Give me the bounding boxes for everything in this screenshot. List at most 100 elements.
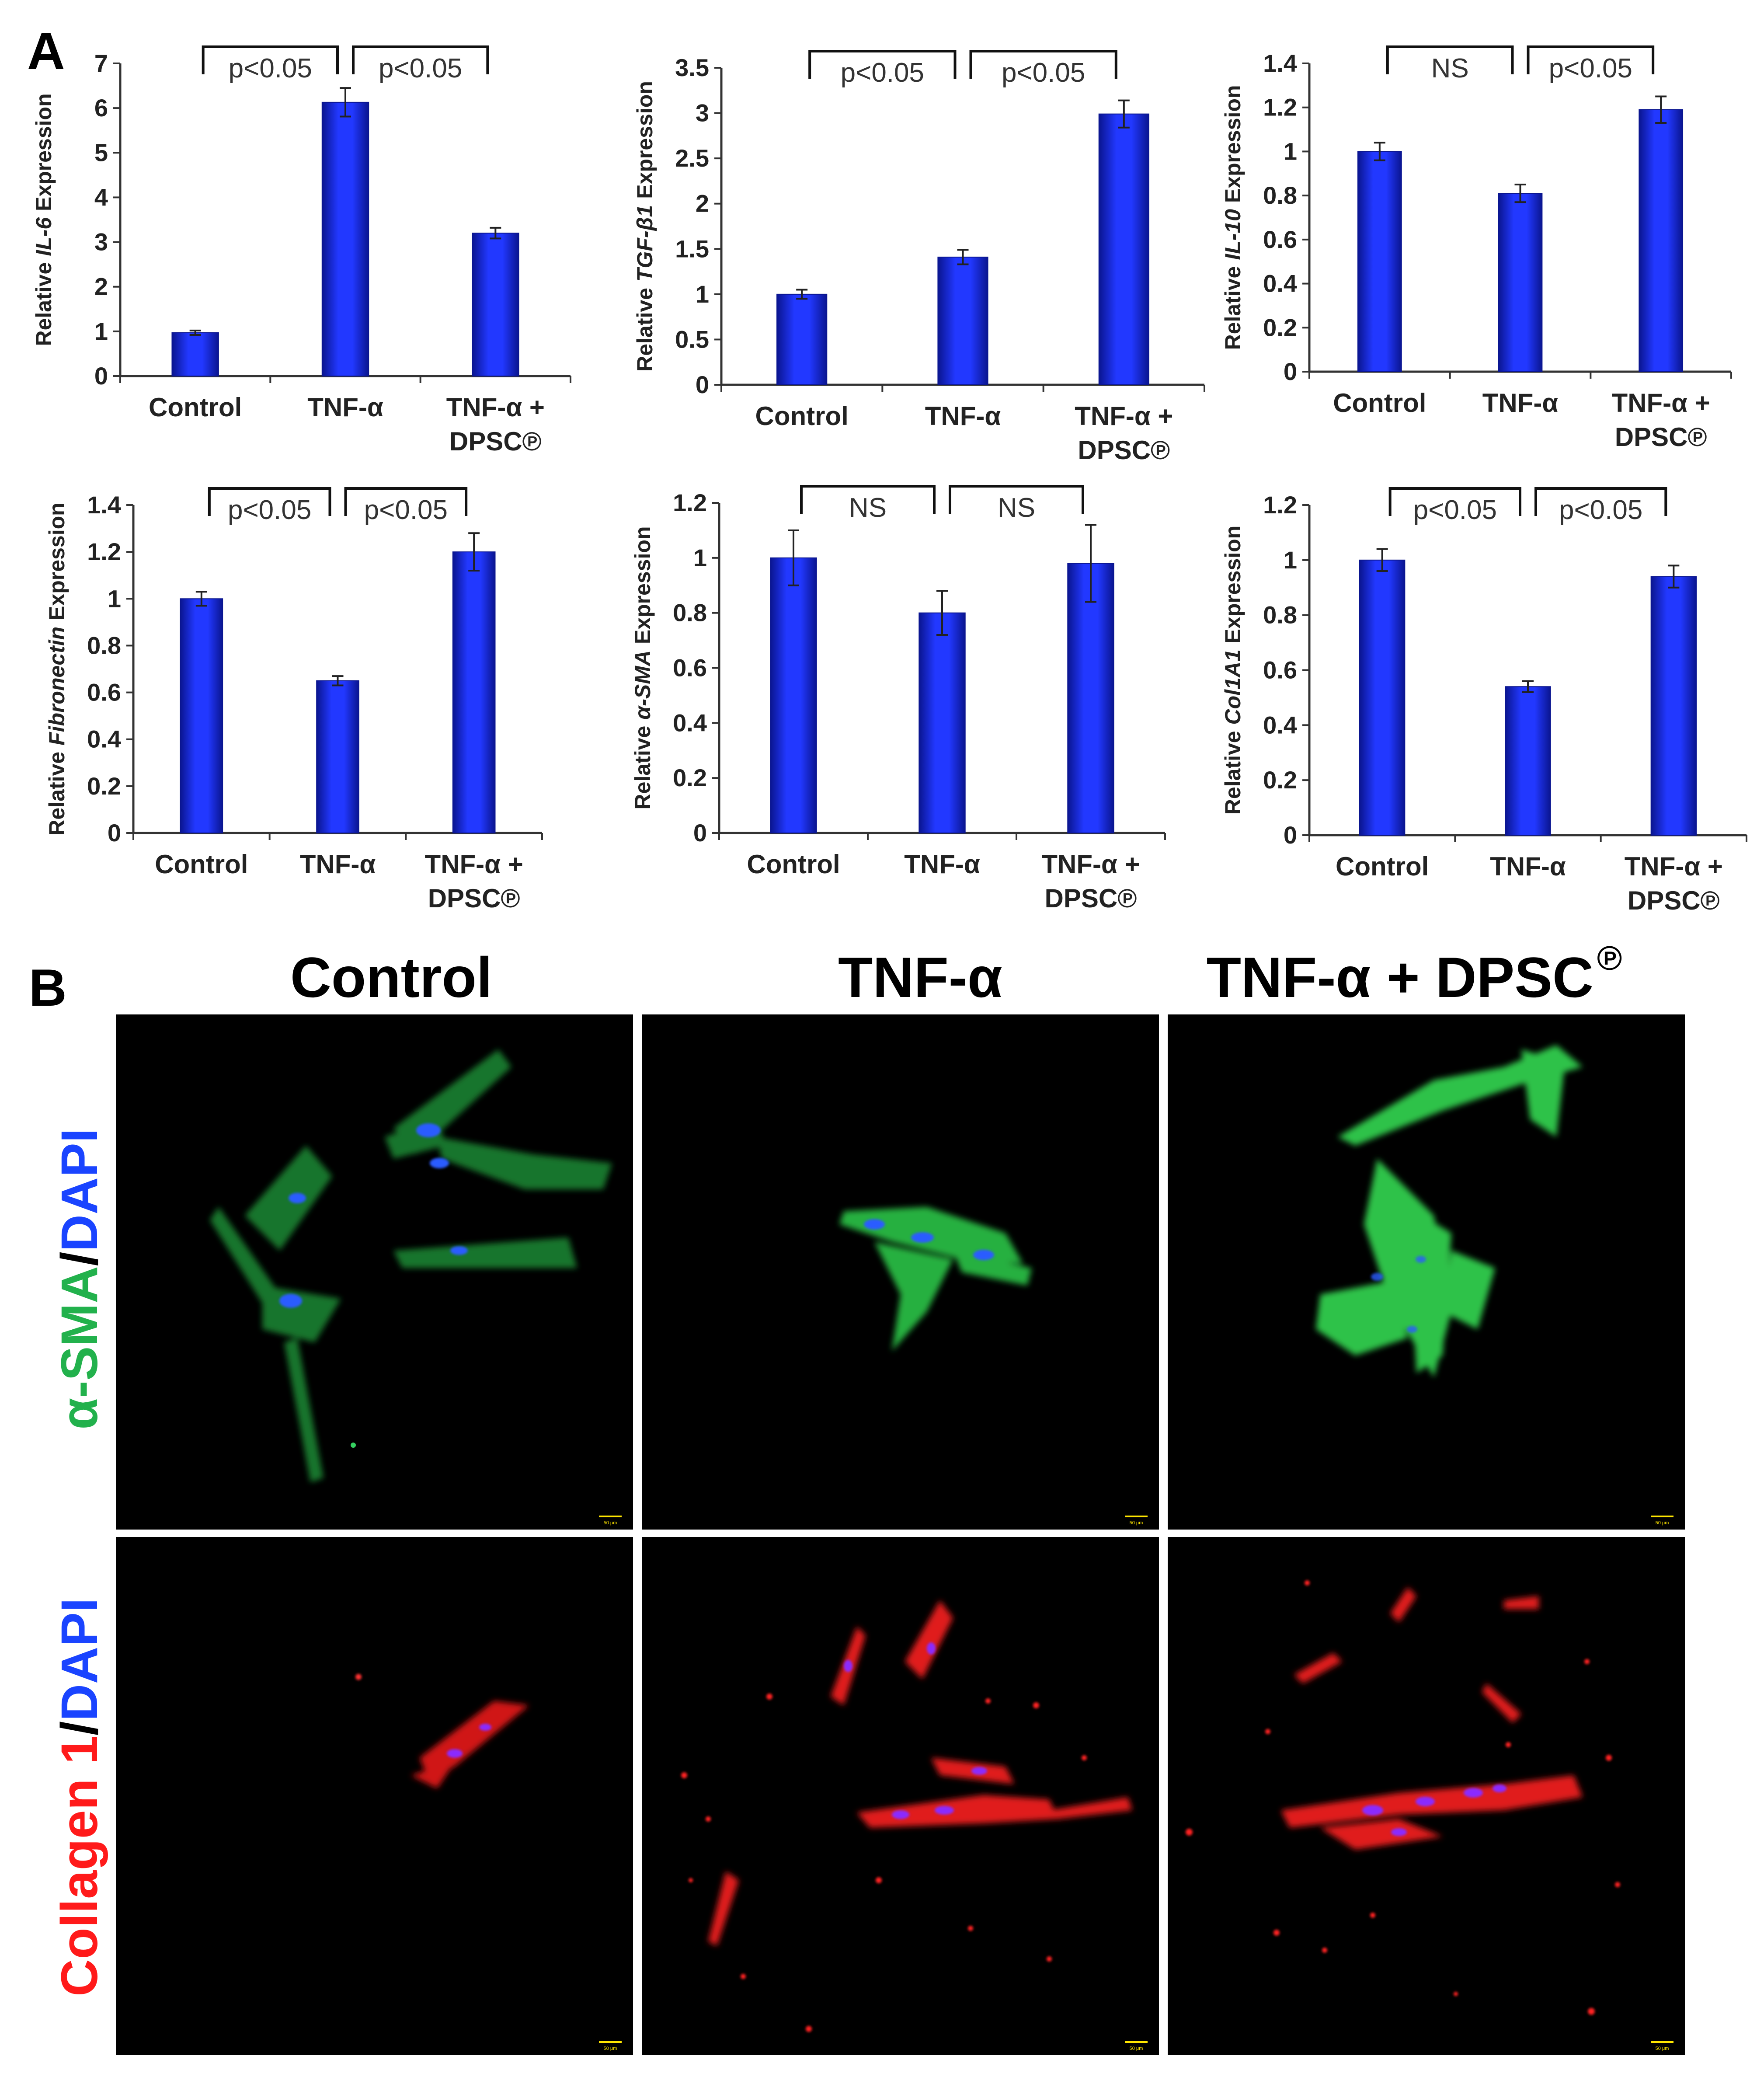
y-tick-label: 0.8	[1263, 181, 1297, 209]
x-tick-label: TNF-α + DPSC℗	[1075, 401, 1173, 465]
y-tick-label: 1.2	[1263, 491, 1297, 519]
y-tick-label: 7	[94, 49, 108, 77]
bar	[919, 612, 966, 833]
row-label-collagen-dapi: Collagen 1/DAPI	[51, 1598, 108, 1996]
micrograph-collagen-control: 50 μm	[116, 1537, 633, 2055]
chart-fibronectin: 0 0.2 0.4 0.6 0.8 1 1.2 1.4 Control TNF-α TNF-α + D…	[45, 487, 543, 913]
scale-bar-4	[599, 2041, 622, 2043]
bar	[937, 256, 988, 386]
y-tick-label: 1.2	[1263, 94, 1297, 121]
scale-bar	[599, 1516, 622, 1517]
row-label-asma: α-SMA	[51, 1266, 108, 1429]
bar	[472, 233, 519, 377]
significance-bracket	[1388, 487, 1521, 516]
significance-bracket	[969, 50, 1117, 79]
y-tick-label: 0	[696, 371, 709, 398]
significance-label: p<0.05	[1413, 495, 1497, 525]
y-tick-label: 0.4	[673, 709, 707, 736]
significance-bracket	[202, 45, 339, 74]
y-tick-label: 0.6	[1263, 656, 1297, 684]
y-tick-label: 3	[94, 228, 108, 256]
significance-label: p<0.05	[1002, 58, 1085, 88]
bar	[1650, 576, 1697, 836]
significance-label: NS	[1431, 53, 1469, 84]
chart-col1a1: 0 0.2 0.4 0.6 0.8 1 1.2 Control TNF-α TNF-α + DPSC…	[1221, 487, 1747, 915]
y-tick-label: 6	[94, 94, 108, 122]
x-tick-label: TNF-α + DPSC℗	[1041, 850, 1140, 913]
chart-il10: 0 0.2 0.4 0.6 0.8 1 1.2 1.4 Control TNF-α TNF-α + D…	[1221, 45, 1732, 452]
x-tick-label: TNF-α	[925, 401, 1001, 431]
chart-tgfb1: 0 0.5 1 1.5 2 2.5 3 3.5 Control TNF-α TNF-α + DPSC℗…	[633, 50, 1205, 465]
y-tick-label: 0.8	[673, 599, 707, 627]
y-tick-label: 0.6	[673, 654, 707, 682]
significance-bracket	[949, 485, 1084, 514]
bar	[1357, 151, 1402, 372]
x-tick-label: TNF-α	[307, 393, 383, 422]
y-tick-label: 1	[108, 585, 121, 612]
y-tick-label: 0	[693, 819, 707, 847]
y-tick-label: 0.2	[1263, 314, 1297, 341]
x-tick-label: Control	[747, 850, 840, 879]
significance-label: p<0.05	[228, 495, 311, 525]
panel-label-a: A	[27, 22, 65, 80]
bar	[1498, 193, 1543, 372]
chart-asma: 0 0.2 0.4 0.6 0.8 1 1.2 Control TNF-α TNF-α + DPSC…	[630, 485, 1166, 913]
bar-charts: 0 1 2 3 4 5 6 7 Control TNF-α TNF-α + DPSC℗ p<0.05 p<…	[31, 45, 1747, 915]
y-tick-label: 0.6	[87, 679, 121, 706]
scale-bar-label: 50 μm	[604, 1520, 617, 1526]
y-tick-label: 1.5	[675, 235, 709, 262]
significance-bracket	[352, 45, 489, 74]
bar	[1639, 109, 1684, 372]
row-label-collagen: Collagen 1	[51, 1735, 108, 1997]
column-header-control: Control	[290, 945, 492, 1009]
y-tick-label: 0.8	[87, 631, 121, 659]
y-tick-label: 2	[696, 190, 709, 217]
y-tick-label: 1	[693, 544, 707, 572]
scale-bar-label-3: 50 μm	[1656, 1520, 1669, 1526]
y-axis-label: Relative Fibronectin Expression	[45, 502, 69, 835]
x-tick-label: TNF-α + DPSC℗	[1625, 852, 1723, 915]
x-tick-label: TNF-α	[300, 850, 376, 879]
micrograph-asma-tnf-dpsc: 50 μm	[1168, 1014, 1685, 1530]
y-tick-label: 0	[1284, 358, 1297, 385]
row-label-dapi-2: DAPI	[51, 1598, 108, 1721]
bar	[180, 598, 223, 834]
y-tick-label: 1	[1284, 137, 1297, 165]
column-header-tnf: TNF-α	[838, 945, 1002, 1009]
bar	[1359, 559, 1406, 836]
scale-bar-3	[1651, 1516, 1674, 1517]
bar	[1067, 563, 1114, 833]
significance-bracket	[800, 485, 936, 514]
scale-bar-6	[1651, 2041, 1674, 2043]
micrograph-asma-tnf: 50 μm	[642, 1014, 1159, 1530]
x-tick-label: TNF-α	[904, 850, 980, 879]
y-axis-label: Relative IL-6 Expression	[31, 93, 56, 346]
y-tick-label: 0	[94, 362, 108, 390]
y-tick-label: 0	[1284, 821, 1297, 849]
micrograph-collagen-tnf-dpsc: 50 μm	[1168, 1537, 1685, 2055]
y-tick-label: 0.4	[1263, 711, 1297, 739]
significance-label: p<0.05	[841, 58, 924, 88]
significance-label: p<0.05	[1549, 53, 1632, 84]
y-tick-label: 0.2	[673, 764, 707, 791]
significance-label: p<0.05	[379, 53, 462, 84]
scale-bar-label-5: 50 μm	[1130, 2046, 1143, 2051]
significance-label: p<0.05	[1559, 495, 1642, 525]
significance-bracket	[808, 50, 957, 79]
significance-bracket	[1527, 45, 1655, 74]
significance-label: p<0.05	[229, 53, 312, 84]
scale-bar-label-2: 50 μm	[1130, 1520, 1143, 1526]
scale-bar-label-6: 50 μm	[1656, 2046, 1669, 2051]
x-tick-label: Control	[149, 393, 242, 422]
y-axis-label: Relative α-SMA Expression	[630, 526, 655, 810]
y-tick-label: 1	[696, 280, 709, 308]
y-tick-label: 0.4	[87, 725, 121, 753]
x-tick-label: TNF-α + DPSC℗	[425, 850, 523, 913]
significance-label: NS	[849, 493, 887, 523]
column-header-tnf-dpsc: TNF-α + DPSC ℗	[1207, 939, 1622, 1009]
x-tick-label: Control	[155, 850, 248, 879]
y-axis-label: Relative Col1A1 Expression	[1221, 526, 1245, 815]
x-tick-label: Control	[755, 401, 849, 431]
x-tick-label: TNF-α + DPSC℗	[446, 393, 545, 456]
